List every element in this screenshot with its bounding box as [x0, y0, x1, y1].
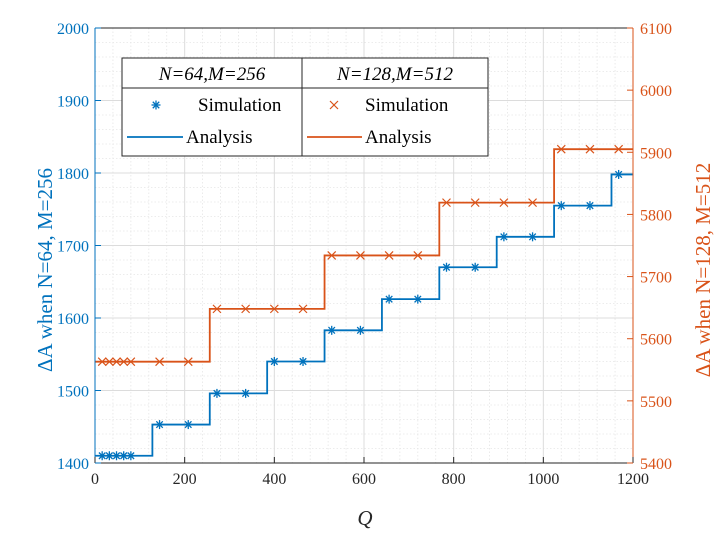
legend: N=64,M=256 N=128,M=512 Simulation Analys…	[121, 57, 489, 157]
legend-star-glyph	[151, 100, 161, 110]
series-3-line	[95, 148, 633, 363]
legend-header-left: N=64,M=256	[158, 64, 266, 85]
y-left-tick-label: 1800	[57, 166, 89, 183]
y-left-tick-label: 2000	[57, 21, 89, 38]
y-right-tick-label: 5600	[640, 332, 672, 349]
legend-analysis-right: Analysis	[365, 127, 432, 148]
y-left-tick-label: 1500	[57, 384, 89, 401]
series-layer	[95, 144, 633, 461]
x-tick-label: 1000	[527, 471, 559, 488]
legend-analysis-left: Analysis	[186, 127, 253, 148]
legend-cross-glyph	[329, 100, 339, 110]
y-right-tick-label: 5400	[640, 456, 672, 473]
legend-simulation-left: Simulation	[198, 95, 282, 116]
y-left-tick-label: 1700	[57, 239, 89, 256]
x-tick-label: 800	[442, 471, 466, 488]
y-axis-left-label: ΔA when N=64, M=256	[33, 168, 57, 372]
y-right-tick-label: 6000	[640, 83, 672, 100]
y-left-tick-label: 1600	[57, 311, 89, 328]
y-left-tick-label: 1900	[57, 94, 89, 111]
legend-header-right: N=128,M=512	[336, 64, 453, 85]
y-right-tick-label: 5900	[640, 145, 672, 162]
x-tick-label: 200	[173, 471, 197, 488]
legend-star-marker	[151, 100, 161, 110]
y-axis-right-label: ΔA when N=128, M=512	[691, 163, 715, 378]
x-axis-label: Q	[357, 506, 372, 530]
x-tick-label: 600	[352, 471, 376, 488]
legend-simulation-right: Simulation	[365, 95, 449, 116]
y-left-tick-label: 1400	[57, 456, 89, 473]
legend-box	[121, 57, 489, 157]
ticks-layer: 0 200 400 600 800 1000 1200 1400 1500 1600 1700 180…	[57, 21, 672, 488]
legend-cross-marker	[329, 100, 339, 110]
y-right-tick-label: 5700	[640, 270, 672, 287]
y-right-tick-label: 5500	[640, 394, 672, 411]
x-tick-label: 0	[91, 471, 99, 488]
y-right-tick-label: 5800	[640, 207, 672, 224]
x-tick-label: 400	[262, 471, 286, 488]
y-right-tick-label: 6100	[640, 21, 672, 38]
series-1-line	[95, 173, 633, 457]
x-tick-label: 1200	[617, 471, 649, 488]
